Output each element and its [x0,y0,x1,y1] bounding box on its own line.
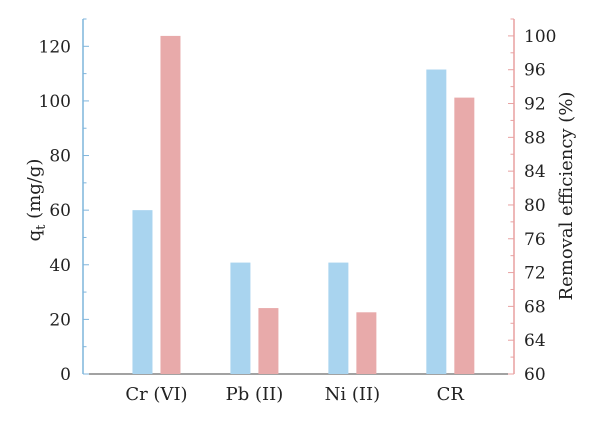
right-tick-label: 80 [524,196,546,216]
bar-left-0 [132,210,153,374]
right-tick-label: 60 [524,365,546,385]
bar-left-2 [328,262,349,374]
left-axis-title-unit: (mg/g) [24,159,45,225]
bar-right-0 [160,35,181,375]
right-axis-title: Removal efficiency (%) [556,92,577,301]
right-tick-label: 100 [524,27,556,47]
left-tick-label: 0 [60,365,71,385]
left-tick-label: 60 [49,201,71,221]
category-label: Ni (II) [325,384,381,405]
left-tick-label: 40 [49,256,71,276]
left-tick-label: 120 [39,37,71,57]
left-y-axis: 0 20 40 60 80 100 120 [39,18,89,385]
right-tick-label: 96 [524,61,546,81]
right-tick-label: 72 [524,264,546,284]
left-tick-label: 100 [39,92,71,112]
bar-right-1 [258,308,279,374]
category-labels: Cr (VI) Pb (II) Ni (II) CR [125,384,464,405]
bar-left-1 [230,262,251,374]
left-axis-title-main: q [24,230,45,242]
left-tick-label: 20 [49,310,71,330]
right-tick-label: 84 [524,162,546,182]
left-tick-label: 80 [49,147,71,167]
left-axis-title-subscript: t [34,224,49,230]
bar-right-2 [356,312,377,374]
category-label: Pb (II) [226,384,284,405]
bar-right-3 [454,97,475,374]
bar-left-3 [426,69,447,375]
right-tick-label: 76 [524,230,546,250]
right-tick-label: 92 [524,95,546,115]
right-tick-label: 64 [524,331,546,351]
category-label: Cr (VI) [125,384,187,405]
bars [132,35,475,375]
left-axis-title: qt (mg/g) [24,159,49,242]
right-tick-label: 88 [524,128,546,148]
category-label: CR [437,384,465,405]
right-tick-label: 68 [524,297,546,317]
right-y-axis: 60 64 68 72 76 80 84 88 92 96 100 [508,18,556,385]
